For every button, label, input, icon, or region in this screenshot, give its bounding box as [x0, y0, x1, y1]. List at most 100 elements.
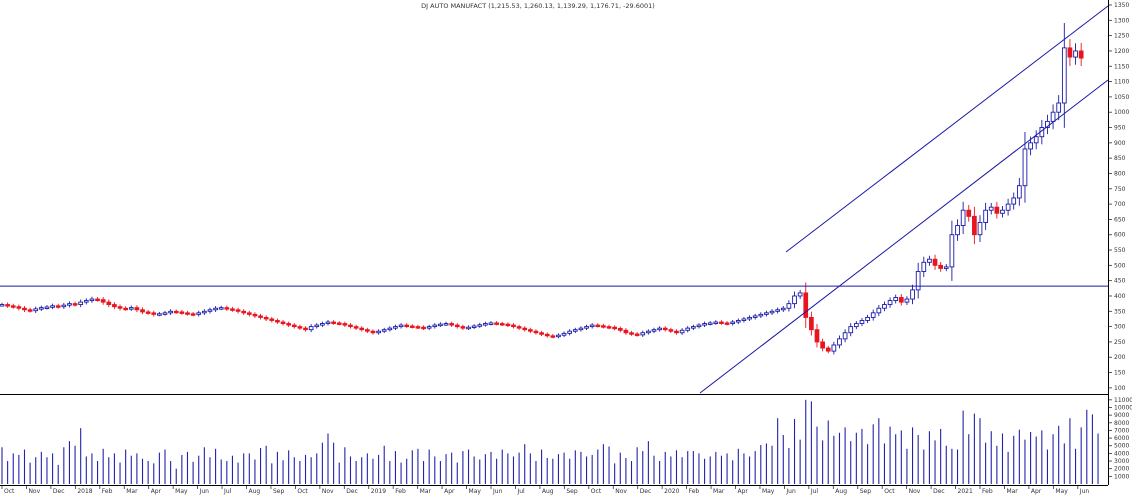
candle: [870, 309, 876, 321]
candle: [112, 302, 117, 310]
candle: [320, 321, 325, 328]
candle: [634, 332, 640, 337]
candle: [983, 202, 988, 230]
month-label: 2020: [664, 488, 679, 495]
candle: [668, 327, 674, 334]
candle: [117, 304, 123, 311]
candle: [494, 321, 499, 326]
candle: [758, 312, 764, 318]
candle: [269, 316, 275, 323]
price-tick-label: 100: [1114, 385, 1126, 392]
month-label: May: [1055, 488, 1068, 495]
candle: [224, 305, 230, 311]
candle: [393, 324, 398, 331]
candle: [797, 289, 803, 299]
price-tick-label: 1300: [1114, 17, 1129, 24]
volume-tick-label: 9000: [1114, 412, 1129, 419]
candle: [657, 326, 662, 332]
volume-tick-label: 3000: [1114, 458, 1129, 465]
month-label: Feb: [689, 488, 700, 495]
candle: [0, 302, 5, 307]
volume-axis: 1000200030004000500060007000800090001000…: [1108, 397, 1132, 480]
candle: [246, 310, 252, 317]
channel-upper-line: [785, 5, 1109, 253]
candle: [483, 321, 488, 327]
candle: [67, 301, 72, 308]
candle: [44, 305, 50, 310]
candle: [1073, 43, 1078, 65]
candle: [376, 329, 381, 335]
candle: [696, 323, 702, 329]
month-label: Apr: [151, 488, 162, 495]
candle: [674, 329, 679, 335]
volume-tick-label: 6000: [1114, 435, 1129, 442]
price-tick-label: 650: [1114, 216, 1126, 223]
candle: [927, 255, 932, 266]
candle: [185, 310, 190, 316]
candle: [1056, 95, 1062, 121]
candle: [719, 320, 724, 325]
candle: [617, 326, 623, 333]
candle: [561, 331, 567, 338]
candle: [960, 201, 966, 235]
candle: [752, 313, 758, 320]
candle: [910, 284, 915, 305]
candle: [162, 310, 168, 316]
candle: [831, 341, 837, 355]
candle: [325, 320, 331, 326]
month-label: Dec: [640, 488, 652, 495]
candle: [466, 325, 471, 330]
price-tick-label: 200: [1114, 354, 1126, 361]
candle: [938, 261, 944, 272]
price-axis: 100 150 200 250 300 350 400 450 500 550 600 650 700 7…: [1108, 2, 1129, 392]
candle: [218, 305, 224, 311]
price-tick-label: 1100: [1114, 79, 1129, 86]
candle: [539, 330, 544, 337]
month-label: Jun: [785, 488, 796, 495]
candle: [955, 219, 960, 241]
month-label: Mar: [126, 488, 138, 495]
candle: [61, 302, 67, 309]
month-label: May: [762, 488, 775, 495]
candle: [994, 201, 1000, 219]
candle: [842, 329, 848, 343]
candle: [235, 307, 241, 314]
candle: [100, 297, 106, 305]
candle: [1016, 177, 1022, 206]
month-label: Apr: [738, 488, 749, 495]
price-tick-label: 1200: [1114, 48, 1129, 55]
candle: [308, 324, 314, 333]
candle: [1078, 42, 1084, 67]
candle: [145, 309, 151, 315]
candle: [151, 310, 157, 317]
candle: [533, 329, 539, 335]
price-tick-label: 1050: [1114, 94, 1129, 101]
price-tick-label: 350: [1114, 308, 1126, 315]
trend-lines: [0, 5, 1109, 394]
candle: [988, 202, 994, 215]
candle: [584, 324, 589, 331]
candle: [511, 323, 516, 329]
month-label: Oct: [884, 488, 895, 495]
candle: [1011, 192, 1017, 210]
month-label: Sep: [273, 488, 285, 495]
candle: [522, 326, 528, 332]
candle: [27, 307, 33, 313]
candle: [882, 301, 887, 312]
candle: [724, 321, 730, 326]
chart-title: DJ AUTO MANUFACT (1,215.53, 1,260.13, 1,…: [421, 2, 655, 10]
volume-tick-label: 1000: [1114, 473, 1129, 480]
price-tick-label: 150: [1114, 370, 1126, 377]
candle: [415, 324, 421, 330]
month-label: Mar: [1006, 488, 1018, 495]
candle: [809, 311, 814, 336]
month-label: Nov: [28, 488, 40, 495]
month-label: Mar: [420, 488, 432, 495]
candle: [421, 325, 426, 330]
candle: [713, 320, 719, 325]
candle: [825, 345, 831, 354]
candle: [578, 326, 584, 332]
candle: [342, 321, 348, 328]
candle: [252, 312, 258, 318]
price-tick-label: 750: [1114, 186, 1126, 193]
